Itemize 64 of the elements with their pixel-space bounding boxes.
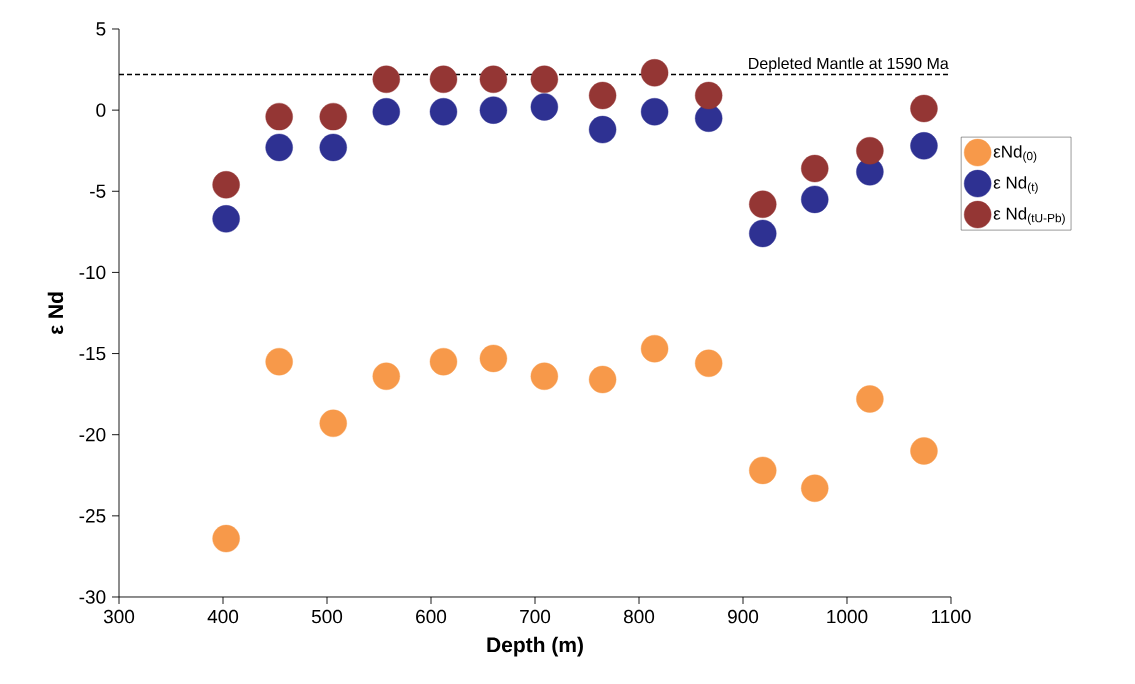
x-tick-label: 500 [311,609,343,624]
point [429,65,458,93]
point [429,98,458,126]
y-tick-label: -30 [79,590,106,604]
point [588,115,617,144]
legend-label: ε Nd$_{(tU-Pb)}$ [993,207,1065,225]
point [856,137,884,165]
y-tick-label: 0 [96,103,106,117]
point [212,205,240,233]
point [856,385,884,413]
point [530,362,559,390]
point [749,219,777,248]
point [588,365,617,394]
point [801,474,829,502]
point [801,154,829,183]
point [372,98,400,126]
point [265,133,293,162]
x-tick-label: 600 [416,609,447,624]
point [910,94,938,123]
point [479,344,508,373]
point [372,362,400,390]
point [694,349,723,377]
point [265,102,293,131]
point [319,102,347,131]
x-axis-title: Depth (m) [487,636,583,657]
point [530,93,559,121]
point [640,98,669,126]
point [479,65,508,93]
x-tick-label: 900 [728,609,759,624]
ref-line-label: Depleted Mantle at 1590 Ma [749,57,949,73]
x-tick-label: 800 [623,609,655,624]
point [588,81,617,110]
legend-label: ε Nd$_{(t)}$ [993,176,1038,194]
x-tick-label: 400 [207,609,239,624]
point [694,104,723,132]
y-axis-title: ε Nd [47,292,64,335]
point [319,133,347,162]
point [640,59,669,87]
point [640,334,669,363]
x-tick-label: 700 [520,609,551,624]
x-tick-label: 1100 [932,609,971,624]
y-tick-label: 5 [96,22,106,36]
point [530,65,559,93]
point [910,437,938,465]
point [429,347,458,376]
x-tick-label: 1000 [827,609,868,624]
y-tick-label: -20 [79,427,106,442]
y-tick-label: -10 [79,265,106,280]
legend-label: εNd$_{(0)}$ [993,145,1037,163]
point [910,132,938,160]
point [265,347,293,376]
point [319,409,347,438]
point [372,65,400,93]
y-tick-label: -25 [79,509,106,523]
point [749,456,777,485]
x-tick-label: 300 [103,609,135,624]
point [479,96,508,124]
point [212,524,240,553]
y-tick-label: -5 [90,184,106,198]
point [801,185,829,214]
point [749,190,777,218]
point [694,81,723,110]
point [212,171,240,199]
y-tick-label: -15 [79,346,106,361]
